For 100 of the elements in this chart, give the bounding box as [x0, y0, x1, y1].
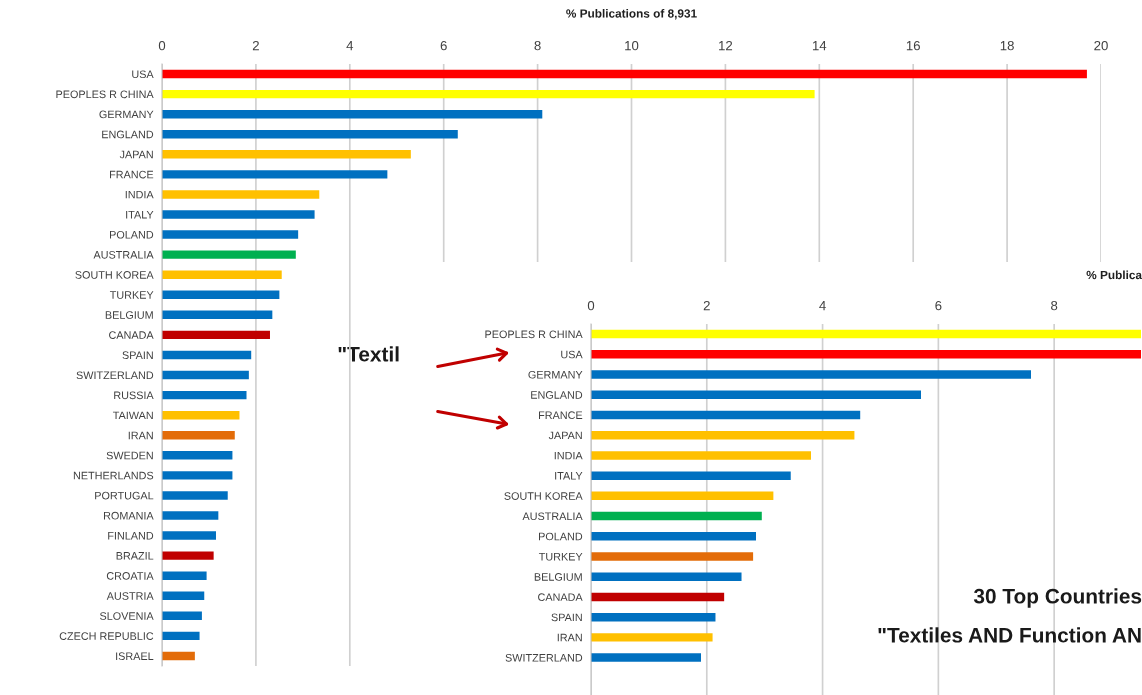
y-tick-label: USA: [132, 70, 154, 79]
bar: [162, 370, 249, 380]
y-tick-label: GERMANY: [528, 370, 583, 379]
annotation: 30 Top Countries: [973, 588, 1142, 608]
x-tick-label: 4: [346, 41, 354, 51]
bar: [591, 552, 754, 561]
bar: [162, 130, 458, 139]
y-tick-label: JAPAN: [119, 150, 153, 159]
y-tick-label: SPAIN: [122, 351, 153, 359]
bar: [162, 190, 320, 199]
bar: [591, 410, 861, 420]
bar: [162, 390, 247, 400]
x-tick-label: 6: [440, 40, 447, 51]
y-tick-label: POLAND: [539, 532, 583, 541]
x-tick-label: 20: [1094, 40, 1108, 51]
bar: [162, 109, 543, 119]
y-tick-label: ENGLAND: [102, 130, 154, 139]
bar: [591, 633, 713, 642]
x-tick-label: 4: [819, 301, 826, 311]
bar: [162, 89, 815, 99]
bar: [162, 651, 195, 661]
x-tick-label: 6: [935, 300, 942, 311]
y-tick-label: PEOPLES R CHINA: [485, 330, 583, 339]
y-tick-label: SOUTH KOREA: [504, 492, 583, 500]
y-tick-label: GERMANY: [99, 110, 154, 119]
bar: [162, 170, 388, 179]
y-tick-label: PEOPLES R CHINA: [56, 90, 154, 99]
y-tick-label: CROATIA: [106, 572, 154, 580]
bar: [591, 471, 791, 480]
y-tick-label: CANADA: [538, 593, 583, 601]
bar: [162, 270, 282, 279]
bar: [591, 390, 921, 400]
bar: [162, 150, 411, 159]
y-tick-label: INDIA: [125, 190, 154, 199]
x-axis-title: % Publica: [1086, 270, 1142, 280]
bar: [162, 491, 228, 500]
x-tick-label: 0: [587, 300, 595, 311]
y-tick-label: POLAND: [110, 230, 154, 239]
bar: [591, 451, 811, 460]
bar: [162, 471, 233, 480]
bar: [162, 511, 219, 520]
y-tick-label: BRAZIL: [116, 552, 154, 560]
bar: [162, 230, 299, 239]
bar: [162, 451, 233, 460]
x-tick-label: 12: [719, 40, 733, 51]
y-tick-label: CANADA: [109, 331, 154, 339]
bar: [162, 290, 280, 299]
bar: [591, 653, 701, 662]
bar: [591, 572, 742, 581]
bar: [162, 611, 202, 621]
bar: [162, 591, 205, 600]
bar: [591, 511, 762, 521]
x-tick-label: 8: [534, 40, 541, 51]
y-tick-label: RUSSIA: [114, 391, 154, 400]
y-tick-label: SWEDEN: [106, 451, 153, 460]
bar: [591, 370, 1031, 379]
y-tick-label: BELGIUM: [105, 311, 153, 319]
y-tick-label: ENGLAND: [531, 391, 583, 399]
bar: [162, 330, 270, 340]
bar: [162, 310, 273, 320]
y-tick-label: SWITZERLAND: [76, 371, 154, 380]
y-tick-label: ITALY: [555, 472, 583, 480]
bar: [591, 430, 855, 440]
bar: [591, 350, 1141, 359]
y-tick-label: ISRAEL: [116, 652, 154, 660]
y-tick-label: AUSTRIA: [106, 592, 154, 600]
bar: [162, 551, 214, 560]
bar: [162, 410, 240, 420]
x-tick-label: 8: [1051, 300, 1058, 311]
y-tick-label: FINLAND: [108, 532, 154, 540]
annotation: "Textil: [338, 346, 399, 362]
y-tick-label: TURKEY: [109, 291, 154, 299]
bar: [162, 531, 216, 540]
bar: [162, 350, 252, 360]
bar: [162, 69, 1087, 79]
y-tick-label: USA: [561, 350, 583, 359]
bar: [162, 210, 315, 219]
y-tick-label: FRANCE: [110, 170, 154, 179]
y-tick-label: AUSTRALIA: [93, 250, 154, 259]
bar: [591, 592, 725, 602]
y-tick-label: SLOVENIA: [99, 612, 154, 620]
y-tick-label: SWITZERLAND: [505, 653, 583, 662]
bar: [591, 612, 716, 622]
y-tick-label: SOUTH KOREA: [75, 271, 154, 279]
y-tick-label: TAIWAN: [112, 411, 153, 420]
y-tick-label: TURKEY: [538, 552, 583, 561]
bar: [162, 250, 296, 259]
y-tick-label: NETHERLANDS: [73, 471, 154, 480]
annotation: "Textiles AND Function AN: [878, 627, 1141, 643]
y-tick-label: INDIA: [554, 451, 583, 460]
y-tick-label: PORTUGAL: [95, 491, 154, 500]
x-tick-label: 10: [625, 40, 639, 51]
y-tick-label: BELGIUM: [534, 573, 582, 581]
x-tick-label: 14: [812, 41, 827, 51]
bar: [162, 571, 207, 580]
y-tick-label: IRAN: [557, 633, 582, 642]
x-axis-title: % Publications of 8,931: [566, 9, 697, 20]
bar: [591, 491, 774, 501]
bar: [591, 329, 1141, 339]
x-tick-label: 2: [252, 40, 259, 51]
